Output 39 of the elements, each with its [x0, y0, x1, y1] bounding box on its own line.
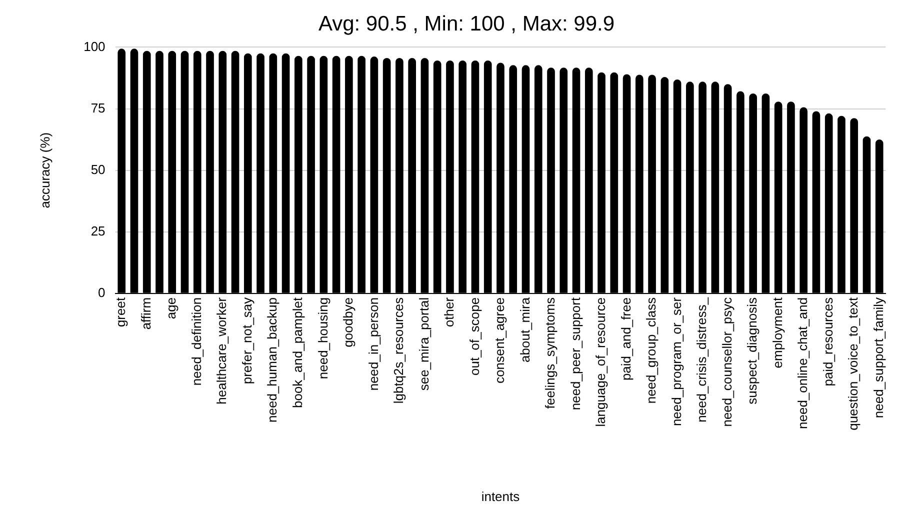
x-tick-label: need_housing [315, 297, 330, 380]
x-tick-label: need_counsellor_psyc [719, 296, 734, 427]
x-tick-label: see_mira_portal [416, 297, 432, 391]
x-tick-label: feelings_symptoms [542, 296, 558, 409]
x-tick-label: paid_resources [820, 296, 836, 386]
y-tick-label: 50 [90, 162, 106, 177]
x-tick-label: affirm [138, 297, 154, 330]
x-tick-label: need_group_class [644, 296, 659, 404]
x-tick-label: goodbye [340, 297, 356, 348]
x-tick-label: need_in_person [366, 297, 381, 391]
x-tick-label: need_human_backup [264, 297, 280, 422]
x-tick-label: prefer_not_say [239, 296, 254, 384]
x-tick-label: paid_and_free [618, 297, 634, 381]
y-axis-title: accuracy (%) [37, 132, 52, 208]
x-tick-label: need_peer_support [568, 297, 583, 410]
x-tick-label: language_of_resource [593, 297, 608, 427]
x-tick-label: need_support_family [870, 296, 886, 418]
x-tick-label: employment [770, 297, 785, 368]
chart-title: Avg: 90.5 , Min: 100 , Max: 99.9 [318, 12, 615, 36]
x-tick-label: out_of_scope [466, 297, 482, 376]
x-axis-title: intents [481, 488, 520, 504]
x-tick-label: suspect_diagnosis [744, 296, 760, 404]
x-tick-label: greet [113, 297, 128, 328]
y-tick-label: 0 [98, 284, 106, 300]
x-tick-label: need_online_chat_and [795, 297, 810, 429]
x-tick-label: need_program_or_ser [668, 296, 684, 426]
x-tick-label: consent_agree [492, 297, 508, 384]
x-tick-label: need_crisis_distress_ [694, 296, 710, 422]
y-tick-label: 25 [90, 223, 106, 238]
x-tick-label: age [164, 297, 179, 320]
y-tick-label: 75 [90, 100, 106, 116]
x-tick-label: book_and_pamplet [290, 297, 305, 408]
x-tick-label: other [442, 296, 457, 328]
x-tick-label: about_mira [517, 296, 532, 362]
x-tick-label: question_voice_to_text [846, 297, 861, 430]
x-tick-label: healthcare_worker [214, 296, 230, 404]
x-tick-label: need_definition [188, 297, 204, 386]
x-tick-label: lgbtq2s_resources [391, 296, 406, 404]
y-tick-label: 100 [84, 38, 106, 54]
